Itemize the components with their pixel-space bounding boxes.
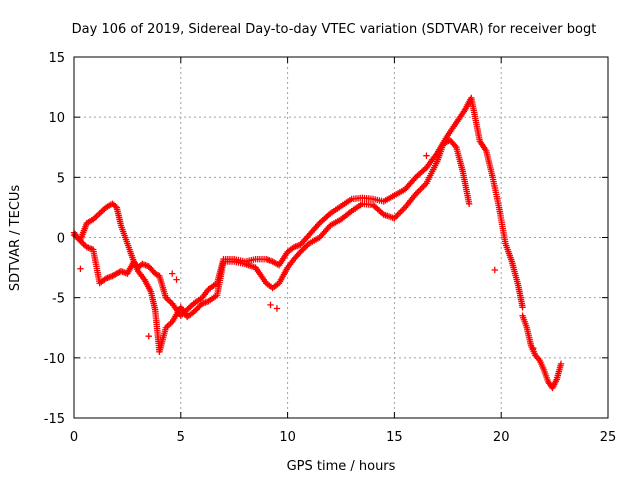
plot-frame (73, 56, 609, 419)
data-point (145, 332, 152, 340)
x-tick-label: 0 (70, 430, 78, 445)
data-point (194, 304, 202, 312)
data-point (491, 266, 498, 274)
data-point (519, 304, 526, 311)
data-point (423, 152, 430, 159)
data-point (191, 307, 199, 314)
x-tick-label: 15 (386, 430, 403, 445)
y-tick-label: 15 (48, 51, 65, 66)
data-point (297, 248, 304, 256)
data-point (302, 243, 310, 250)
data-point (112, 203, 119, 210)
chart-title: Day 106 of 2019, Sidereal Day-to-day VTE… (72, 22, 597, 37)
x-tick-label: 5 (177, 430, 185, 445)
y-tick-label: 10 (48, 111, 65, 126)
axis-tick-labels: 0 5 10 15 20 25 -15 -10 -5 0 5 10 15 (44, 51, 617, 445)
y-tick-label: 5 (57, 171, 65, 186)
data-point (415, 187, 423, 195)
x-tick-label: 10 (279, 430, 296, 445)
grid-lines (74, 57, 608, 418)
data-point (273, 305, 281, 312)
data-point (392, 213, 400, 220)
y-tick-label: 0 (57, 232, 65, 247)
data-point (298, 247, 306, 254)
data-point (169, 270, 176, 277)
data-point (451, 142, 459, 150)
data-point (196, 303, 203, 310)
data-point (398, 207, 406, 214)
data-point (395, 210, 403, 217)
data-point (77, 265, 84, 272)
x-tick-label: 20 (493, 430, 510, 445)
data-point (304, 241, 311, 249)
data-point (173, 276, 180, 283)
data-point (420, 183, 427, 190)
data-point (193, 306, 200, 313)
y-tick-label: -10 (44, 352, 65, 367)
data-point (418, 184, 426, 192)
y-axis-label: SDTVAR / TECUs (8, 185, 23, 292)
data-point (465, 200, 473, 208)
data-point (267, 301, 274, 309)
data-points (70, 94, 565, 392)
y-tick-label: -15 (44, 412, 65, 427)
data-point (530, 345, 537, 352)
data-point (417, 186, 424, 193)
data-point (300, 245, 307, 253)
data-point (190, 308, 197, 316)
y-tick-label: -5 (52, 292, 65, 307)
data-point (557, 360, 565, 368)
data-point (397, 208, 404, 216)
x-tick-label: 25 (600, 430, 617, 445)
data-point (301, 244, 308, 251)
x-axis-label: GPS time / hours (287, 459, 396, 474)
